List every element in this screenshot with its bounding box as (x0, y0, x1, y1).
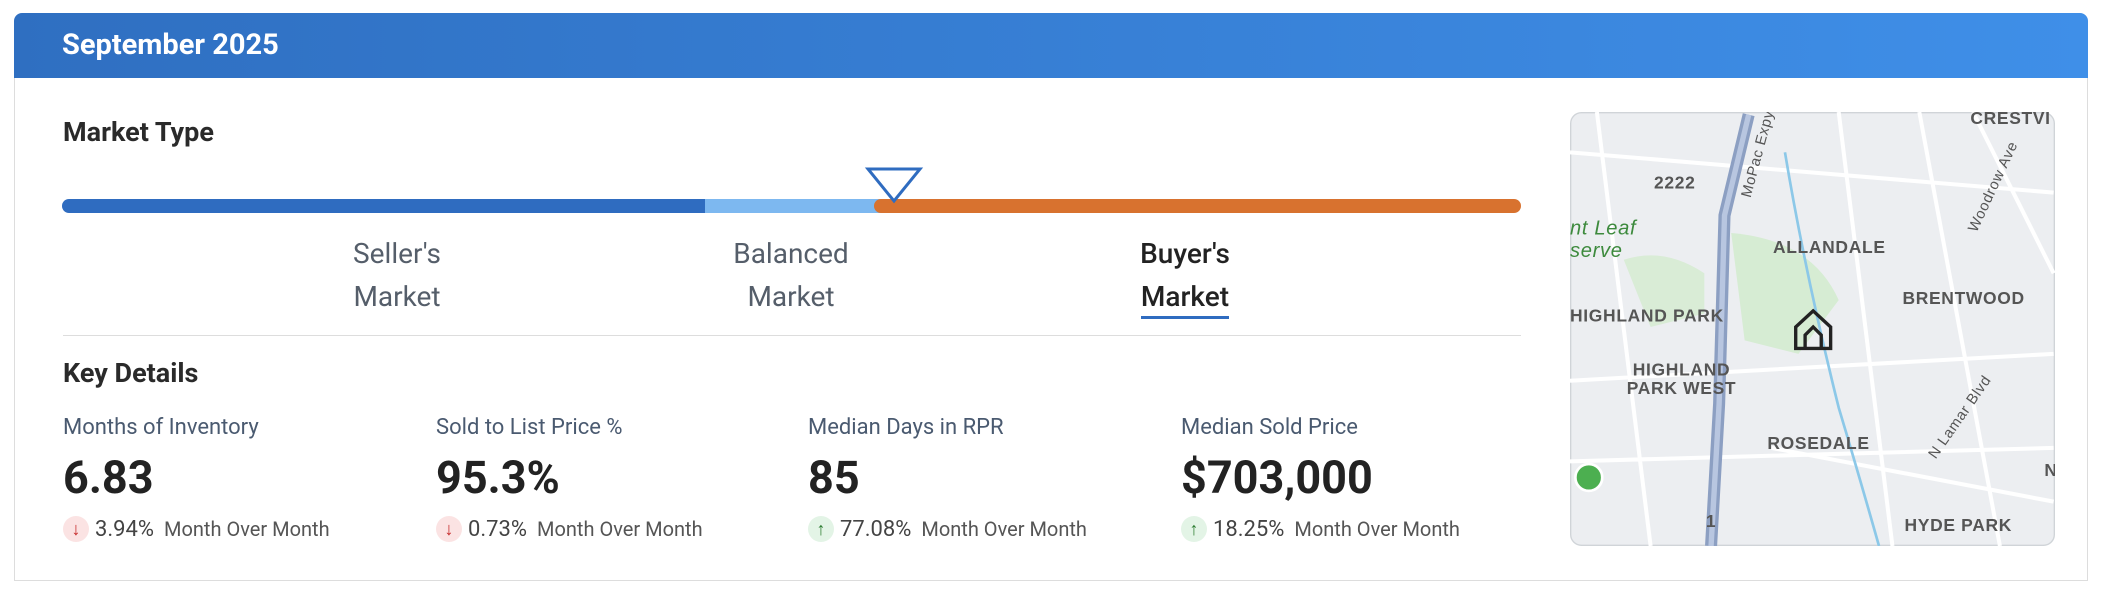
metric-label: Months of Inventory (63, 415, 259, 440)
map-label: HIGHLAND (1633, 359, 1730, 379)
change-note: Month Over Month (164, 517, 330, 541)
metric-label: Median Days in RPR (808, 415, 1004, 440)
change-note: Month Over Month (537, 517, 703, 541)
segment-label: Buyer's Market (1085, 232, 1285, 319)
segment-line: Market (1140, 278, 1230, 319)
metric-change: ↓ 3.94% Month Over Month (63, 516, 330, 542)
segment-label: Balanced Market (691, 232, 891, 318)
segment-line: Balanced (733, 237, 849, 270)
divider (63, 335, 1521, 336)
change-percent: 0.73% (468, 516, 528, 542)
map-label: nt Leaf (1570, 217, 1638, 239)
segment-line: Seller's (353, 237, 441, 270)
map-label: HYDE PARK (1904, 515, 2012, 535)
metric-value: 95.3% (436, 451, 560, 504)
metric-value: 6.83 (63, 451, 154, 504)
header: September 2025 (14, 13, 2088, 78)
map-label: HIGHLAND PARK (1570, 306, 1724, 326)
market-indicator (864, 167, 924, 204)
map-label: 2222 (1654, 173, 1696, 193)
segment-line: Market (353, 280, 441, 313)
metric-label: Sold to List Price % (436, 415, 623, 440)
change-note: Month Over Month (1294, 517, 1460, 541)
map-label: CRESTVI (1970, 112, 2050, 128)
change-arrow: ↑ (808, 516, 834, 542)
park (1623, 255, 1705, 327)
header-title: September 2025 (62, 28, 279, 62)
change-arrow: ↑ (1181, 516, 1207, 542)
highway (1708, 114, 1752, 546)
creek (1783, 152, 1881, 546)
section-title: Market Type (63, 116, 214, 148)
map-label: serve (1570, 240, 1623, 262)
map-label: BRENTWOOD (1902, 288, 2024, 308)
map-label: 1 (1706, 511, 1716, 531)
metric-value: $703,000 (1181, 451, 1373, 504)
map-label: N (2044, 460, 2055, 480)
change-percent: 77.08% (840, 516, 912, 542)
segment-line: Market (747, 280, 835, 313)
roads (1570, 112, 2055, 546)
map-label: ALLANDALE (1773, 237, 1886, 257)
metric-label: Median Sold Price (1181, 415, 1358, 440)
change-arrow: ↓ (436, 516, 462, 542)
map-label: PARK WEST (1627, 378, 1736, 398)
change-percent: 18.25% (1213, 516, 1285, 542)
segment-line: Buyer's (1140, 237, 1230, 270)
change-note: Month Over Month (921, 517, 1087, 541)
market-bar (62, 167, 1521, 213)
card (14, 78, 2088, 581)
change-arrow: ↓ (63, 516, 89, 542)
metric-change: ↓ 0.73% Month Over Month (436, 516, 703, 542)
metric-change: ↑ 18.25% Month Over Month (1181, 516, 1460, 542)
segment-label: Seller's Market (297, 232, 497, 318)
metric-value: 85 (808, 451, 860, 504)
park (1731, 232, 1839, 354)
change-percent: 3.94% (95, 516, 155, 542)
map-label: ROSEDALE (1767, 433, 1869, 453)
poi (1574, 462, 1604, 493)
section-title: Key Details (63, 357, 199, 389)
metric-change: ↑ 77.08% Month Over Month (808, 516, 1087, 542)
home-icon (1794, 308, 1833, 351)
